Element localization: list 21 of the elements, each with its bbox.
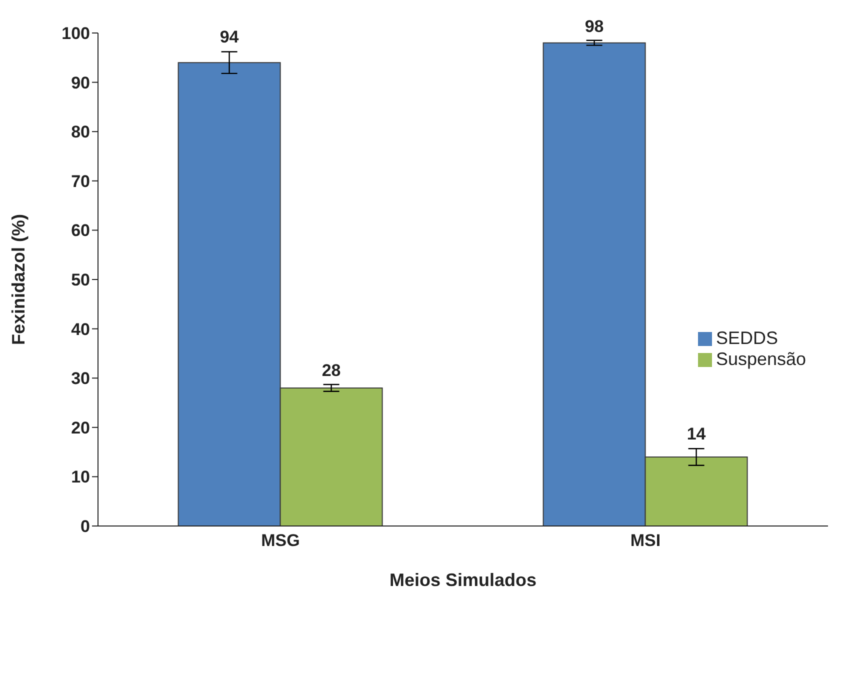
y-axis-title: Fexinidazol (%) <box>8 214 28 346</box>
y-tick-label: 0 <box>80 517 90 536</box>
data-label: 28 <box>322 361 341 380</box>
y-tick-label: 40 <box>71 320 90 339</box>
legend-label: Suspensão <box>716 349 806 369</box>
x-axis-title: Meios Simulados <box>389 570 537 590</box>
y-tick-label: 20 <box>71 418 90 438</box>
x-tick-label: MSG <box>261 531 300 550</box>
y-tick-label: 80 <box>71 122 90 142</box>
y-tick-label: 60 <box>71 221 90 240</box>
y-tick-label: 30 <box>71 369 90 388</box>
y-tick-label: 90 <box>71 73 90 92</box>
y-tick-label: 70 <box>71 172 90 191</box>
data-label: 98 <box>584 17 604 36</box>
y-tick-label: 50 <box>71 270 90 290</box>
data-label: 94 <box>220 27 240 46</box>
y-tick-label: 100 <box>62 24 90 44</box>
y-tick-label: 10 <box>71 468 90 487</box>
x-tick-label: MSI <box>630 531 661 550</box>
data-label: 14 <box>686 424 706 444</box>
legend-label: SEDDS <box>716 328 778 348</box>
